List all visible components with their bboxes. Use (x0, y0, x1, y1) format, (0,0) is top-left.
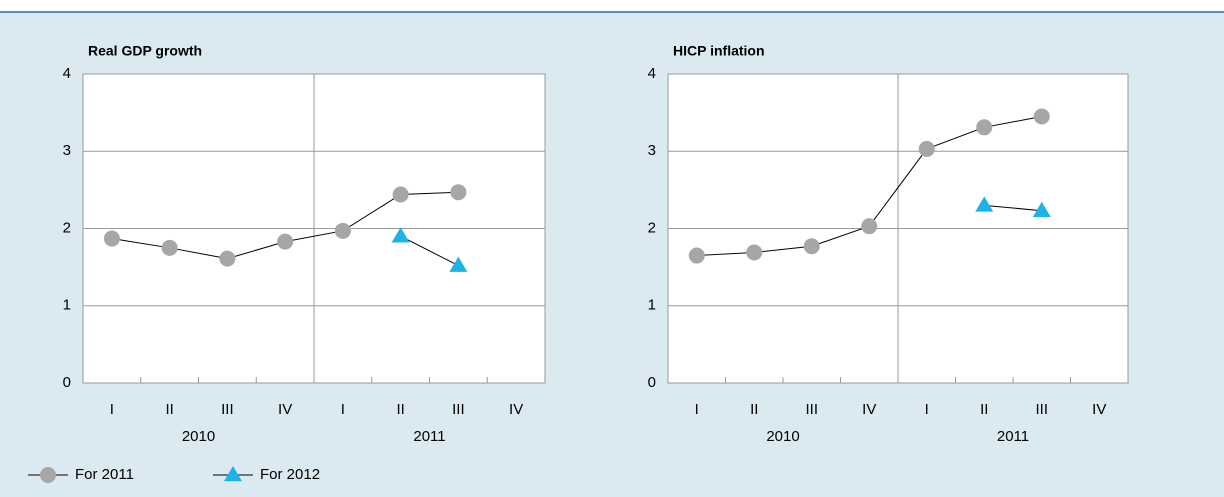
group-label: 2010 (182, 428, 215, 445)
x-tick-label: II (980, 401, 988, 418)
x-tick-label: IV (862, 401, 876, 418)
y-tick-label: 2 (63, 219, 71, 236)
data-point (688, 247, 705, 264)
data-point (976, 119, 993, 136)
data-point (449, 256, 468, 272)
data-point (803, 238, 820, 255)
y-tick-label: 1 (63, 297, 71, 314)
group-label: 2011 (997, 428, 1029, 445)
chart-title: HICP inflation (673, 43, 765, 59)
x-tick-label: IV (1092, 401, 1106, 418)
y-tick-label: 4 (648, 65, 656, 82)
legend-label: For 2011 (75, 466, 134, 483)
x-tick-label: IV (509, 401, 523, 418)
data-point (861, 218, 878, 235)
legend-marker (224, 466, 242, 482)
x-tick-label: IV (278, 401, 292, 418)
x-tick-label: III (452, 401, 465, 418)
data-point (219, 250, 236, 267)
x-tick-label: III (1035, 401, 1048, 418)
data-point (975, 196, 994, 212)
group-label: 2010 (766, 428, 799, 445)
legend-label: For 2012 (260, 466, 320, 483)
series-line (984, 204, 1042, 212)
data-point (1033, 108, 1050, 125)
data-point (746, 244, 763, 261)
data-point (277, 233, 294, 250)
data-point (450, 184, 467, 201)
series-line (400, 235, 459, 267)
group-label: 2011 (413, 428, 445, 445)
y-tick-label: 3 (648, 142, 656, 159)
y-tick-label: 3 (63, 142, 71, 159)
data-point (1032, 201, 1051, 218)
data-point (918, 140, 935, 157)
x-tick-label: II (750, 401, 758, 418)
y-tick-label: 4 (63, 65, 71, 82)
data-point (391, 227, 410, 243)
y-tick-label: 0 (63, 374, 71, 391)
x-tick-label: I (110, 401, 114, 418)
x-tick-label: I (341, 401, 345, 418)
chart-title: Real GDP growth (88, 43, 202, 59)
x-tick-label: I (695, 401, 699, 418)
x-tick-label: II (396, 401, 404, 418)
y-tick-label: 2 (648, 219, 656, 236)
y-tick-label: 1 (648, 297, 656, 314)
legend-marker (40, 467, 56, 483)
y-tick-label: 0 (648, 374, 656, 391)
x-tick-label: II (165, 401, 173, 418)
x-tick-label: III (221, 401, 234, 418)
x-tick-label: III (805, 401, 818, 418)
x-tick-label: I (925, 401, 929, 418)
data-point (392, 186, 409, 203)
data-point (103, 230, 120, 247)
data-point (161, 239, 178, 256)
data-point (334, 222, 351, 239)
